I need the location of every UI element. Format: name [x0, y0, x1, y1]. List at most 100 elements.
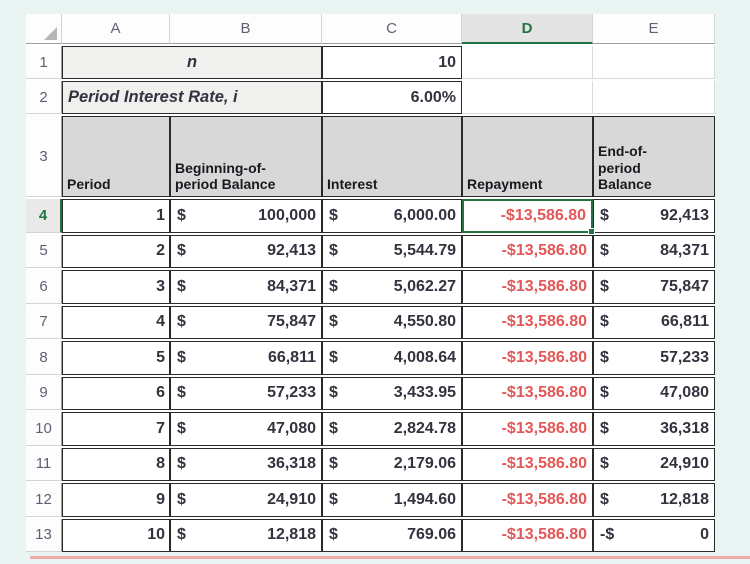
- cell-beginning-balance[interactable]: $ 84,371: [170, 270, 322, 304]
- cell-beginning-balance[interactable]: $ 100,000: [170, 199, 322, 233]
- header-interest[interactable]: Interest: [322, 116, 462, 197]
- dollar-sign: $: [177, 490, 186, 508]
- dollar-sign: $: [600, 206, 609, 224]
- row-header-2[interactable]: 2: [26, 81, 62, 114]
- cell-interest[interactable]: $ 5,062.27: [322, 270, 462, 304]
- cell-repayment[interactable]: -$13,586.80: [462, 234, 593, 268]
- cell-interest[interactable]: $ 2,179.06: [322, 447, 462, 481]
- cell-n-label[interactable]: n: [62, 46, 322, 79]
- cell-beginning-balance[interactable]: $ 12,818: [170, 518, 322, 552]
- cell-interest[interactable]: $ 769.06: [322, 518, 462, 552]
- cell-end-balance[interactable]: $ 75,847: [593, 270, 715, 304]
- cell-repayment[interactable]: -$13,586.80: [462, 376, 593, 410]
- header-period[interactable]: Period: [62, 116, 170, 197]
- cell-end-balance[interactable]: $ 47,080: [593, 376, 715, 410]
- cell-end-balance[interactable]: $ 66,811: [593, 305, 715, 339]
- header-beginning-balance[interactable]: Beginning-of- period Balance: [170, 116, 322, 197]
- cell-end-balance[interactable]: $ 92,413: [593, 199, 715, 233]
- header-end-balance[interactable]: End-of- period Balance: [593, 116, 715, 197]
- row-header[interactable]: 6: [26, 270, 62, 304]
- row-header[interactable]: 5: [26, 234, 62, 268]
- cell-beginning-balance[interactable]: $ 57,233: [170, 376, 322, 410]
- column-header-c[interactable]: C: [322, 14, 462, 44]
- cell-period[interactable]: 10: [62, 518, 170, 552]
- cell-n-value[interactable]: 10: [322, 46, 462, 79]
- row-header[interactable]: 4: [26, 199, 62, 233]
- cell-repayment[interactable]: -$13,586.80: [462, 447, 593, 481]
- dollar-sign: $: [177, 313, 186, 331]
- cell-beginning-balance[interactable]: $ 47,080: [170, 412, 322, 446]
- cell-interest[interactable]: $ 3,433.95: [322, 376, 462, 410]
- cell-period[interactable]: 9: [62, 483, 170, 517]
- dollar-sign: $: [177, 348, 186, 366]
- repayment-value: -$13,586.80: [501, 419, 587, 437]
- cell-repayment[interactable]: -$13,586.80: [462, 305, 593, 339]
- cell-beginning-balance[interactable]: $ 36,318: [170, 447, 322, 481]
- cell-repayment[interactable]: -$13,586.80: [462, 341, 593, 375]
- cell-end-balance[interactable]: $ 12,818: [593, 483, 715, 517]
- row-header-3[interactable]: 3: [26, 116, 62, 197]
- beginning-balance-value: 24,910: [267, 490, 316, 508]
- cell-rate-value[interactable]: 6.00%: [322, 81, 462, 114]
- cell-period[interactable]: 4: [62, 305, 170, 339]
- cell-period[interactable]: 2: [62, 234, 170, 268]
- column-header-e[interactable]: E: [593, 14, 715, 44]
- cell-end-balance[interactable]: -$ 0: [593, 518, 715, 552]
- row-header[interactable]: 9: [26, 376, 62, 410]
- row-header[interactable]: 10: [26, 412, 62, 446]
- row-header[interactable]: 12: [26, 483, 62, 517]
- fill-handle[interactable]: [588, 227, 595, 235]
- cell-period[interactable]: 6: [62, 376, 170, 410]
- cell-d2-empty[interactable]: [462, 81, 593, 114]
- cell-repayment[interactable]: -$13,586.80: [462, 483, 593, 517]
- cell-e2-empty[interactable]: [593, 81, 715, 114]
- cell-period[interactable]: 5: [62, 341, 170, 375]
- beginning-balance-value: 92,413: [267, 242, 316, 260]
- cell-d1-empty[interactable]: [462, 46, 593, 79]
- cell-repayment[interactable]: -$13,586.80: [462, 199, 595, 235]
- repayment-value: -$13,586.80: [501, 313, 587, 331]
- cell-interest[interactable]: $ 2,824.78: [322, 412, 462, 446]
- column-header-d-selected[interactable]: D: [462, 14, 593, 44]
- end-balance-value: 47,080: [660, 384, 709, 402]
- cell-interest[interactable]: $ 6,000.00: [322, 199, 462, 233]
- cell-repayment[interactable]: -$13,586.80: [462, 518, 593, 552]
- cell-end-balance[interactable]: $ 36,318: [593, 412, 715, 446]
- select-all-corner[interactable]: [26, 14, 62, 44]
- row-header-1[interactable]: 1: [26, 46, 62, 79]
- header-repayment[interactable]: Repayment: [462, 116, 593, 197]
- row-header[interactable]: 8: [26, 341, 62, 375]
- cell-period[interactable]: 8: [62, 447, 170, 481]
- cell-interest[interactable]: $ 4,550.80: [322, 305, 462, 339]
- cell-interest[interactable]: $ 4,008.64: [322, 341, 462, 375]
- dollar-sign: $: [177, 526, 186, 544]
- cell-interest[interactable]: $ 1,494.60: [322, 483, 462, 517]
- beginning-balance-value: 84,371: [267, 277, 316, 295]
- dollar-sign: -$: [600, 526, 615, 544]
- dollar-sign: $: [329, 242, 338, 260]
- row-header[interactable]: 11: [26, 447, 62, 481]
- dollar-sign: $: [600, 490, 609, 508]
- row-header[interactable]: 7: [26, 305, 62, 339]
- cell-beginning-balance[interactable]: $ 66,811: [170, 341, 322, 375]
- cell-end-balance[interactable]: $ 24,910: [593, 447, 715, 481]
- cell-repayment[interactable]: -$13,586.80: [462, 412, 593, 446]
- dollar-sign: $: [600, 242, 609, 260]
- cell-repayment[interactable]: -$13,586.80: [462, 270, 593, 304]
- cell-period[interactable]: 3: [62, 270, 170, 304]
- cell-end-balance[interactable]: $ 57,233: [593, 341, 715, 375]
- cell-period[interactable]: 7: [62, 412, 170, 446]
- column-header-b[interactable]: B: [170, 14, 322, 44]
- cell-e1-empty[interactable]: [593, 46, 715, 79]
- cell-end-balance[interactable]: $ 84,371: [593, 234, 715, 268]
- dollar-sign: $: [329, 206, 338, 224]
- cell-rate-label[interactable]: Period Interest Rate, i: [62, 81, 322, 114]
- cell-beginning-balance[interactable]: $ 24,910: [170, 483, 322, 517]
- cell-beginning-balance[interactable]: $ 92,413: [170, 234, 322, 268]
- cell-interest[interactable]: $ 5,544.79: [322, 234, 462, 268]
- dollar-sign: $: [177, 277, 186, 295]
- cell-period[interactable]: 1: [62, 199, 170, 233]
- row-header[interactable]: 13: [26, 518, 62, 552]
- cell-beginning-balance[interactable]: $ 75,847: [170, 305, 322, 339]
- column-header-a[interactable]: A: [62, 14, 170, 44]
